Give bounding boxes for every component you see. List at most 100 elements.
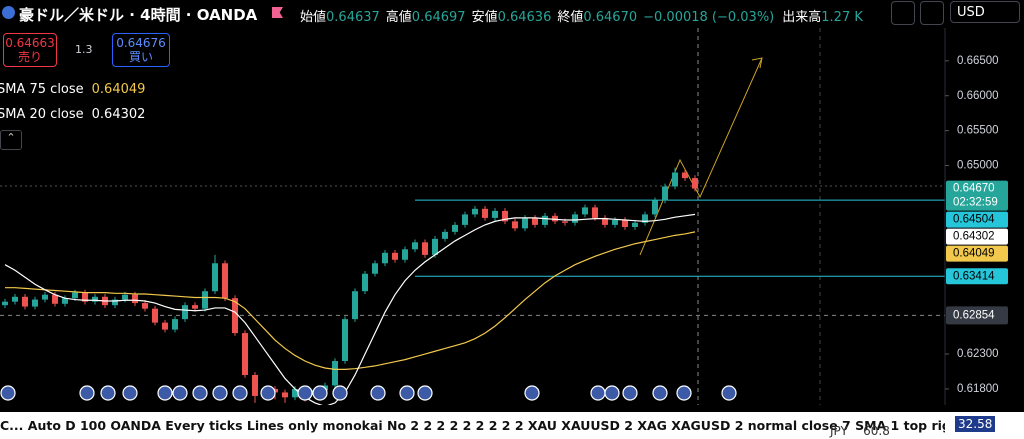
ohlc-value: 0.64670 xyxy=(583,10,638,25)
candle-body xyxy=(542,215,548,225)
candle-body xyxy=(182,305,188,320)
candle-body xyxy=(692,178,698,189)
y-tick-label: 0.61800 xyxy=(957,383,999,395)
price-label: 0.64504 xyxy=(953,214,995,226)
candle-body xyxy=(672,172,678,187)
candle-body xyxy=(602,217,608,225)
candle-body xyxy=(202,291,208,309)
candle-body xyxy=(222,263,228,299)
down-button[interactable] xyxy=(891,1,915,25)
sma-line xyxy=(5,231,696,370)
candle-body xyxy=(642,214,648,223)
symbol-icon xyxy=(2,6,15,19)
projection xyxy=(639,57,763,256)
legend-value: 0.64302 xyxy=(91,107,146,122)
candle-body xyxy=(582,207,588,215)
price-label-box xyxy=(946,228,1008,245)
plot-area xyxy=(0,28,945,405)
buy-button[interactable]: 0.64676 買い xyxy=(112,33,170,67)
candle-body xyxy=(492,210,498,218)
spread: 1.3 xyxy=(75,43,93,56)
ohlc-value: 0.64697 xyxy=(411,10,466,25)
footer-ticker: C... Auto D 100 OANDA Every ticks Lines … xyxy=(0,412,945,439)
sell-label: 売り xyxy=(17,50,42,64)
candle-body xyxy=(332,361,338,386)
candle-body xyxy=(232,298,238,334)
candle-body xyxy=(72,292,78,299)
price-label: 0.64670 xyxy=(953,183,995,195)
y-tick-label: 0.66500 xyxy=(957,55,999,67)
candle-body xyxy=(122,294,128,300)
crosshair-label: 0.62854 xyxy=(953,309,995,321)
legend-name: SMA 20 close xyxy=(0,107,84,122)
currency-select[interactable]: USD xyxy=(950,1,1020,23)
candle-body xyxy=(462,214,468,225)
price-label-box xyxy=(946,245,1008,262)
countdown: 02:32:59 xyxy=(953,197,998,209)
ohlc-label: 安値 xyxy=(471,10,498,25)
ohlc-label: 高値 xyxy=(385,10,412,25)
price-label: 0.64049 xyxy=(953,248,995,260)
candle-body xyxy=(362,273,368,292)
price-label-box xyxy=(946,268,1008,285)
candle-body xyxy=(382,252,388,264)
candle-body xyxy=(12,296,18,302)
candle-body xyxy=(2,301,8,306)
footer-pair: JPY 60.8 xyxy=(830,424,890,438)
candle-body xyxy=(42,294,48,300)
ohlc-label: 終値 xyxy=(557,10,584,25)
candle-body xyxy=(112,299,118,306)
candle-body xyxy=(352,291,358,320)
candle-body xyxy=(552,215,558,222)
footer-value: 32.58 xyxy=(955,416,996,432)
candle-body xyxy=(422,242,428,255)
ohlc-value: 0.64636 xyxy=(497,10,552,25)
sell-button[interactable]: 0.64663 売り xyxy=(3,33,57,67)
candle-body xyxy=(402,249,408,260)
change: −0.00018 (−0.03%) xyxy=(643,10,775,25)
flag-icon[interactable] xyxy=(272,7,283,18)
candle-body xyxy=(452,224,458,232)
candle-body xyxy=(212,263,218,292)
volume: 1.27 K xyxy=(821,10,863,25)
symbol[interactable]: 豪ドル／米ドル · 4時間 · OANDA xyxy=(19,6,258,24)
ohlc-label: 始値 xyxy=(300,10,327,25)
candle-body xyxy=(572,214,578,223)
candle-body xyxy=(242,333,248,375)
legend-value: 0.64049 xyxy=(91,82,146,97)
candle-body xyxy=(82,292,88,302)
buy-price: 0.64676 xyxy=(116,36,166,50)
candle-body xyxy=(142,303,148,309)
projection-arrow xyxy=(751,57,763,69)
ohlc-row: 始値0.64637 高値0.64697 安値0.64636 終値0.64670 −0.0… xyxy=(300,6,863,25)
price-label-box xyxy=(946,180,1008,211)
candle-body xyxy=(192,305,198,309)
candle-body xyxy=(282,392,288,398)
candle-body xyxy=(432,238,438,255)
candle-body xyxy=(32,299,38,307)
candle-body xyxy=(612,219,618,225)
candle-body xyxy=(92,296,98,302)
candle-body xyxy=(472,208,478,215)
candle-body xyxy=(22,296,28,307)
candle-body xyxy=(652,200,658,215)
candle-body xyxy=(172,319,178,330)
legend-name: SMA 75 close xyxy=(0,82,84,97)
legend-row: SMA 20 close 0.64302 xyxy=(0,102,145,127)
screen-button[interactable] xyxy=(920,1,944,25)
footer-right: 32.58 xyxy=(945,412,1024,439)
y-tick-label: 0.65500 xyxy=(957,125,999,137)
ohlc-value: 0.64637 xyxy=(326,10,380,25)
candle-body xyxy=(372,263,378,274)
candle-body xyxy=(162,322,168,330)
collapse-button[interactable]: ⌃ xyxy=(0,130,22,150)
legend-row: SMA 75 close 0.64049 xyxy=(0,77,145,102)
y-tick-label: 0.62300 xyxy=(957,348,999,360)
event-icons xyxy=(0,385,737,401)
candle-body xyxy=(592,207,598,218)
candle-body xyxy=(412,242,418,250)
sma-line xyxy=(4,213,696,405)
price-label-box xyxy=(946,211,1008,228)
candle-body xyxy=(522,217,528,229)
